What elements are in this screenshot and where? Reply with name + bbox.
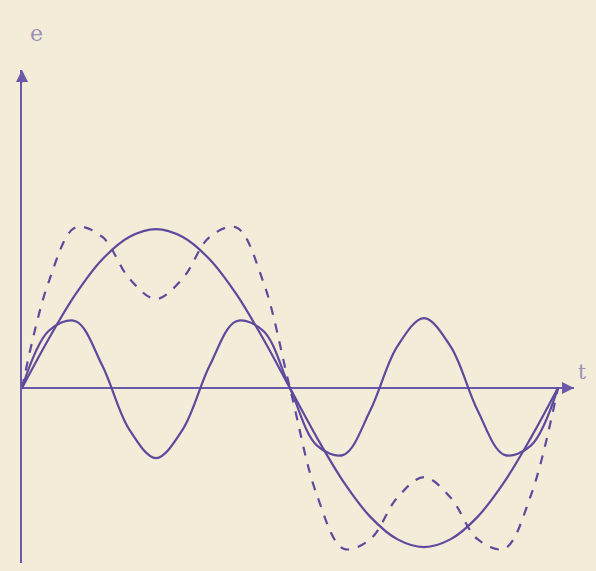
svg-text:t: t (578, 360, 586, 384)
svg-text:e: e (30, 21, 43, 46)
